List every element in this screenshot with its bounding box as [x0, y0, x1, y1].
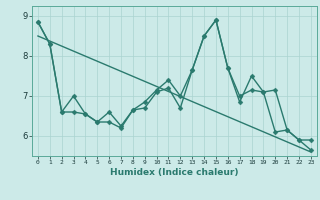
X-axis label: Humidex (Indice chaleur): Humidex (Indice chaleur) [110, 168, 239, 177]
